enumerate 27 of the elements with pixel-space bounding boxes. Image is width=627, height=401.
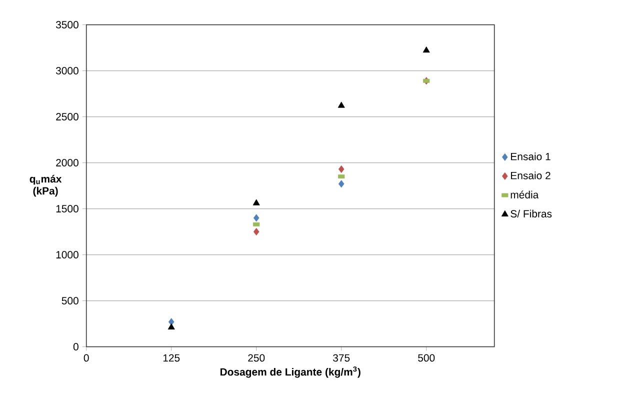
point: [253, 214, 260, 222]
y-tick-label: 3500: [56, 21, 78, 28]
point: [168, 323, 175, 330]
y-tick-label: 2000: [56, 159, 78, 166]
x-tick-label: 250: [248, 354, 265, 362]
y-tick-label: 1000: [56, 251, 78, 258]
point: [253, 228, 260, 236]
y-tick-label: 0: [73, 343, 78, 350]
point: [252, 199, 260, 206]
legend-label: S/ Fibras: [510, 210, 552, 218]
y-tick-label: 1500: [56, 205, 78, 212]
point: [338, 102, 345, 108]
y-axis-title: q$_{u}$máx (kPa): [30, 174, 62, 197]
x-tick-label: 125: [163, 354, 180, 362]
y-tick-label: 2500: [56, 113, 78, 120]
legend-label: média: [510, 190, 539, 198]
x-tick-label: 375: [333, 354, 350, 362]
point: [422, 46, 430, 53]
legend-label: Ensaio 1: [511, 152, 550, 160]
point: [338, 180, 344, 188]
x-tick-label: 500: [418, 354, 435, 362]
x-axis-title: Dosagem de Ligante (kg/m$^{3}$): [220, 366, 360, 378]
y-tick-label: 3000: [56, 67, 78, 74]
x-tick-label: 0: [84, 354, 89, 362]
legend-label: Ensaio 2: [511, 172, 550, 180]
point: [338, 165, 344, 173]
y-tick-label: 500: [62, 297, 78, 304]
